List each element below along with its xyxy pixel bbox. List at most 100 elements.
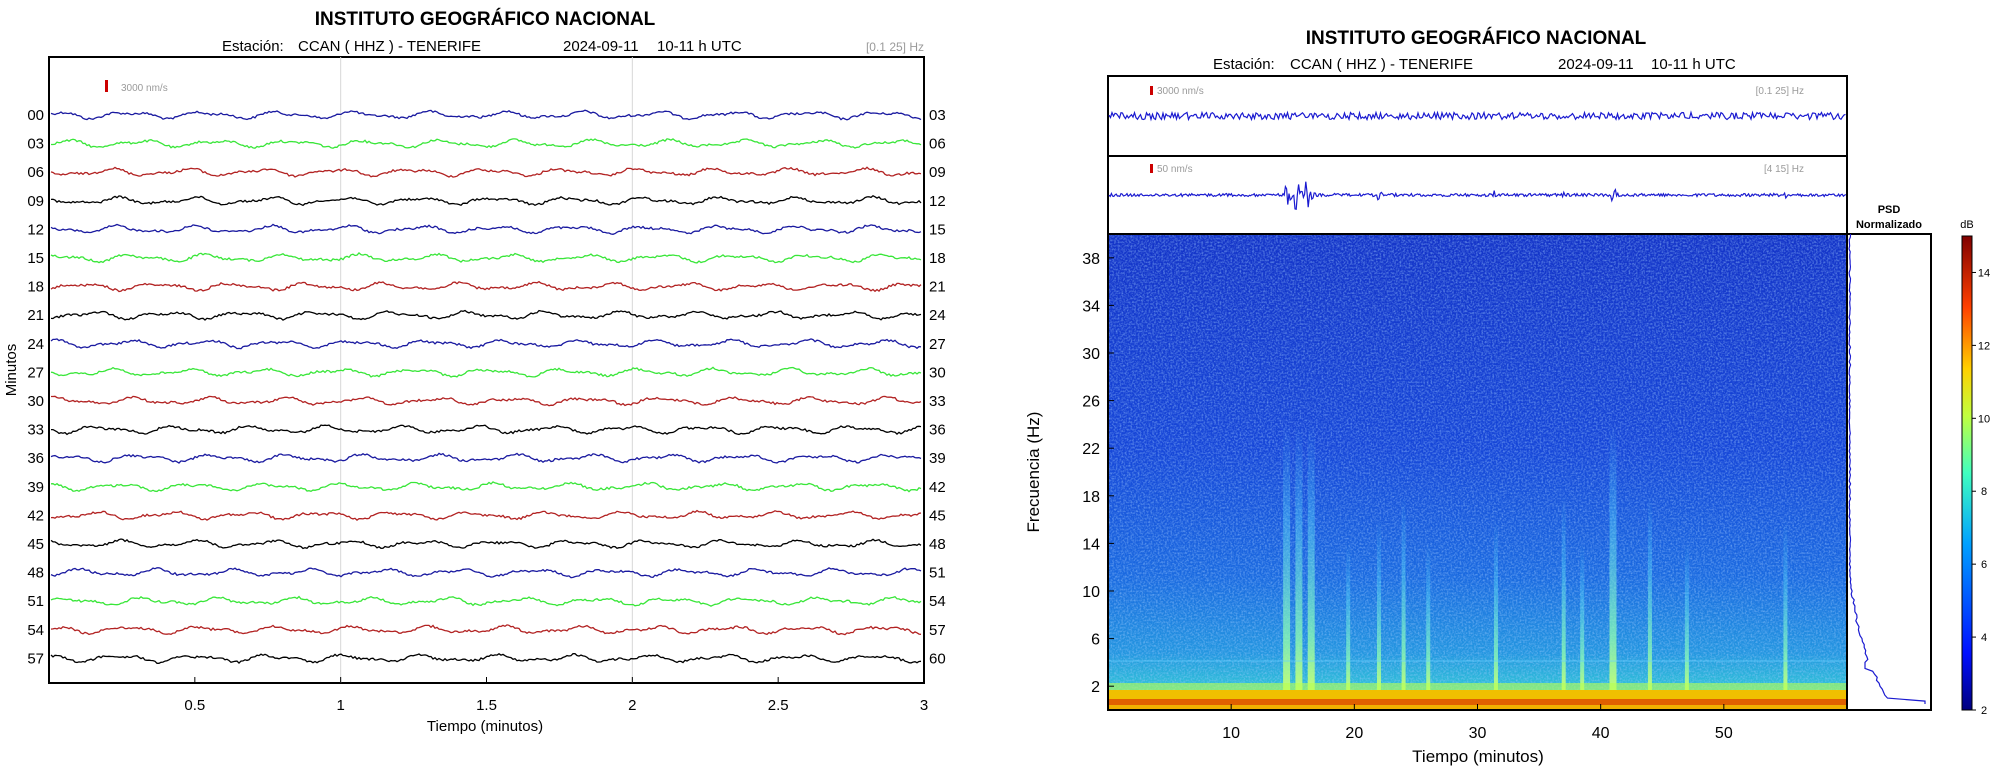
spectrogram-events xyxy=(1283,424,1788,690)
spectrogram-y-tick-label: 22 xyxy=(1082,441,1100,458)
helicorder-trace xyxy=(50,223,922,235)
helicorder-station: CCAN ( HHZ ) - TENERIFE xyxy=(298,38,481,55)
spectrogram-title: INSTITUTO GEOGRÁFICO NACIONAL xyxy=(1306,27,1647,49)
helicorder-row-label-left: 39 xyxy=(27,479,44,496)
helicorder-row-label-left: 00 xyxy=(27,107,44,124)
helicorder-trace xyxy=(50,338,922,350)
spectrogram-station: CCAN ( HHZ ) - TENERIFE xyxy=(1290,56,1473,73)
helicorder-x-axis-label: Tiempo (minutos) xyxy=(427,718,543,735)
helicorder-row-label-right: 27 xyxy=(929,336,946,353)
trace2-waveform xyxy=(1108,181,1847,210)
spectrogram-event-streak xyxy=(1609,424,1617,690)
helicorder-station-label: Estación: xyxy=(222,38,284,55)
helicorder-x-tick-label: 2 xyxy=(628,697,636,714)
helicorder-row-label-left: 12 xyxy=(27,221,44,238)
helicorder-row-label-right: 60 xyxy=(929,650,946,667)
spectrogram-x-tick-label: 10 xyxy=(1222,725,1240,742)
helicorder-row-label-left: 45 xyxy=(27,536,44,553)
colorbar-tick-label: 2 xyxy=(1981,705,1987,717)
spectrogram-y-tick-label: 34 xyxy=(1082,298,1100,315)
spectrogram-event-streak xyxy=(1346,543,1351,690)
trace1-waveform xyxy=(1108,110,1846,122)
spectrogram-y-tick-label: 14 xyxy=(1082,536,1100,553)
helicorder-trace xyxy=(50,109,922,121)
spectrogram-event-streak xyxy=(1295,424,1303,690)
trace2-scale-bar xyxy=(1150,164,1153,173)
helicorder-row-label-left: 42 xyxy=(27,507,44,524)
helicorder-right-labels: 03 06 09 12 15 18 21 24 27 30 33 36 39 42 45 48 51 54 57 60 xyxy=(929,107,946,667)
helicorder-scale-label: 3000 nm/s xyxy=(121,83,168,94)
psd-subtitle: Normalizado xyxy=(1856,219,1922,231)
helicorder-trace xyxy=(50,595,922,607)
spectrogram-y-axis-label: Frecuencia (Hz) xyxy=(1024,412,1043,533)
helicorder-x-tick-label: 2.5 xyxy=(768,697,789,714)
spectrogram-x-tick-label: 50 xyxy=(1715,725,1733,742)
spectrogram-event-streak xyxy=(1376,519,1381,690)
helicorder-row-label-right: 54 xyxy=(929,593,946,610)
helicorder-row-label-left: 09 xyxy=(27,193,44,210)
spectrogram-y-tick-label: 6 xyxy=(1091,632,1100,649)
helicorder-row-label-left: 21 xyxy=(27,307,44,324)
helicorder-row-label-right: 57 xyxy=(929,622,946,639)
trace2-scale-label: 50 nm/s xyxy=(1157,164,1193,175)
spectrogram-x-tick-label: 40 xyxy=(1592,725,1610,742)
helicorder-row-label-right: 15 xyxy=(929,221,946,238)
helicorder-row-label-left: 36 xyxy=(27,450,44,467)
helicorder-row-label-right: 33 xyxy=(929,393,946,410)
helicorder-row-label-right: 42 xyxy=(929,479,946,496)
helicorder-trace xyxy=(50,653,922,665)
spectrogram-event-streak xyxy=(1283,424,1291,690)
helicorder-traces xyxy=(50,109,922,665)
trace2-filter: [4 15] Hz xyxy=(1764,164,1804,175)
spectrogram-y-tick-label: 18 xyxy=(1082,489,1100,506)
spectrogram-event-streak xyxy=(1561,495,1566,690)
helicorder-trace xyxy=(50,452,922,464)
helicorder-row-label-left: 48 xyxy=(27,565,44,582)
spectrogram-event-streak xyxy=(1307,424,1315,690)
helicorder-time: 10-11 h UTC xyxy=(657,38,742,55)
helicorder-row-label-right: 24 xyxy=(929,307,946,324)
spectrogram-y-tick-label: 30 xyxy=(1082,346,1100,363)
helicorder-row-label-right: 36 xyxy=(929,422,946,439)
trace1-scale-label: 3000 nm/s xyxy=(1157,86,1204,97)
colorbar-ticks: 2 4 6 8 10 12 14 xyxy=(1972,267,1990,717)
helicorder-row-label-right: 09 xyxy=(929,164,946,181)
helicorder-row-label-left: 30 xyxy=(27,393,44,410)
helicorder-trace xyxy=(50,624,922,636)
helicorder-date: 2024-09-11 xyxy=(563,38,639,55)
helicorder-trace xyxy=(50,309,922,321)
helicorder-row-label-right: 45 xyxy=(929,507,946,524)
spectrogram-low-band-core xyxy=(1108,699,1847,705)
helicorder-filter: [0.1 25] Hz xyxy=(866,40,924,54)
helicorder-title: INSTITUTO GEOGRÁFICO NACIONAL xyxy=(315,8,656,30)
helicorder-trace xyxy=(50,567,922,579)
helicorder-trace xyxy=(51,138,922,149)
helicorder-x-tick-label: 3 xyxy=(920,697,928,714)
spectrogram-event-streak xyxy=(1580,543,1585,690)
helicorder-scale-bar xyxy=(105,80,108,92)
spectrogram-station-label: Estación: xyxy=(1213,56,1275,73)
helicorder-trace xyxy=(50,538,922,550)
spectrogram-x-tick-label: 20 xyxy=(1345,725,1363,742)
helicorder-left-labels: 00 03 06 09 12 15 18 21 24 27 30 33 36 39 42 45 48 51 54 57 xyxy=(27,107,44,667)
helicorder-x-tick-label: 0.5 xyxy=(184,697,205,714)
helicorder-row-label-right: 51 xyxy=(929,565,946,582)
helicorder-row-label-right: 21 xyxy=(929,279,946,296)
spectrogram-panel: INSTITUTO GEOGRÁFICO NACIONAL Estación: … xyxy=(1024,27,1990,766)
helicorder-row-label-left: 54 xyxy=(27,622,44,639)
helicorder-row-label-right: 39 xyxy=(929,450,946,467)
helicorder-row-label-right: 48 xyxy=(929,536,946,553)
spectrogram-y-tick-label: 2 xyxy=(1091,679,1100,696)
colorbar-label: dB xyxy=(1960,219,1973,231)
spectrogram-time: 10-11 h UTC xyxy=(1651,56,1736,73)
helicorder-trace xyxy=(50,195,922,207)
spectrogram-event-streak xyxy=(1426,543,1431,690)
helicorder-trace xyxy=(50,509,922,521)
colorbar-tick-label: 12 xyxy=(1978,340,1990,352)
trace1-scale-bar xyxy=(1150,86,1153,95)
helicorder-x-ticks: 0.5 1 1.5 2 2.5 3 xyxy=(184,677,928,714)
psd-curve xyxy=(1848,233,1926,704)
psd-title: PSD xyxy=(1878,204,1901,216)
